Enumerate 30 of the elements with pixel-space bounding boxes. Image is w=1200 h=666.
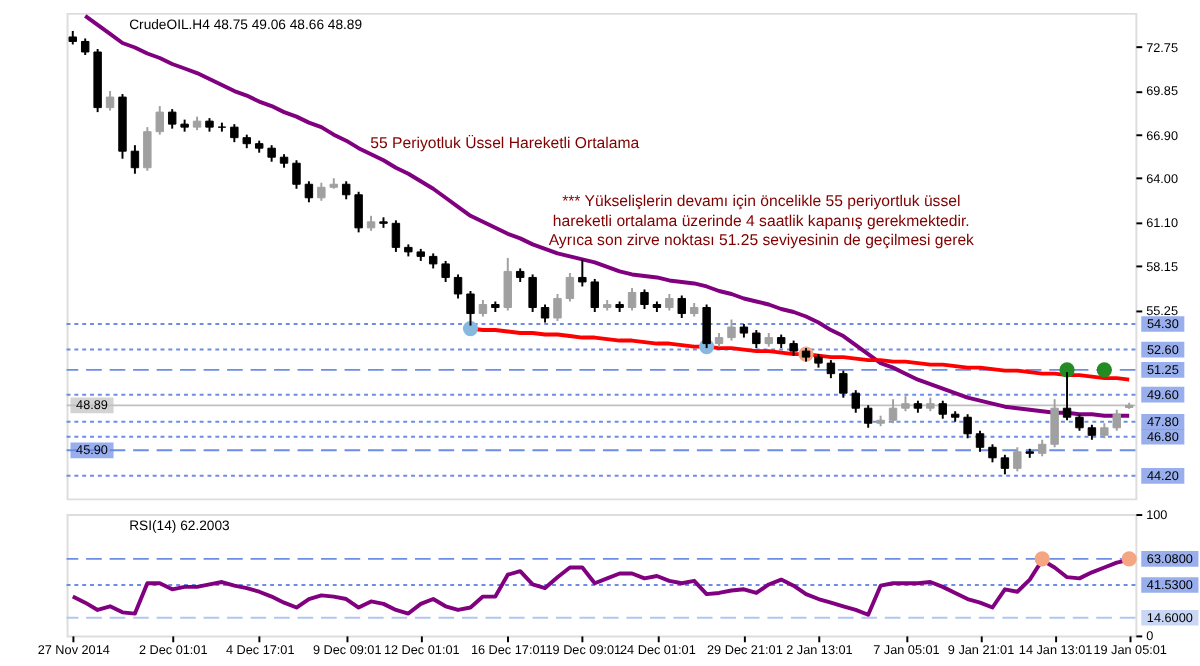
annotation: *** Yükselişlerin devamı için öncelikle 55 periyortluk üssel hareketli ortalama üzerinde 4 saatlik kapanış gerekmektedir. Ayrıca son zirve noktası 51.25 seviyesinin de geçilmesi gerek bbox=[548, 192, 975, 250]
candlestick bbox=[752, 329, 761, 350]
candlestick bbox=[1013, 446, 1022, 473]
candlestick bbox=[727, 318, 736, 342]
point bbox=[1096, 362, 1112, 378]
candlestick bbox=[863, 404, 873, 429]
candlestick bbox=[565, 271, 575, 303]
candlestick bbox=[466, 290, 475, 327]
annotation: 55 Periyotluk Üssel Hareketli Ortalama bbox=[370, 133, 641, 152]
candlestick bbox=[826, 359, 836, 380]
candlestick bbox=[988, 443, 997, 464]
candlestick bbox=[938, 399, 947, 420]
candlestick bbox=[1000, 453, 1010, 476]
candlestick bbox=[702, 303, 711, 350]
candlestick bbox=[640, 288, 649, 310]
candlestick bbox=[888, 398, 898, 425]
candlestick bbox=[503, 256, 512, 312]
candlestick bbox=[130, 144, 140, 175]
point bbox=[1059, 362, 1075, 378]
point bbox=[462, 320, 479, 337]
candlestick bbox=[391, 219, 401, 253]
candlestick bbox=[540, 303, 550, 324]
candlestick bbox=[304, 180, 314, 204]
candlestick bbox=[677, 294, 686, 320]
candlestick bbox=[553, 293, 562, 323]
candlestick bbox=[627, 286, 637, 312]
candlestick bbox=[105, 90, 115, 112]
candlestick bbox=[453, 273, 463, 300]
candlestick bbox=[292, 159, 301, 190]
candlestick bbox=[975, 429, 985, 453]
